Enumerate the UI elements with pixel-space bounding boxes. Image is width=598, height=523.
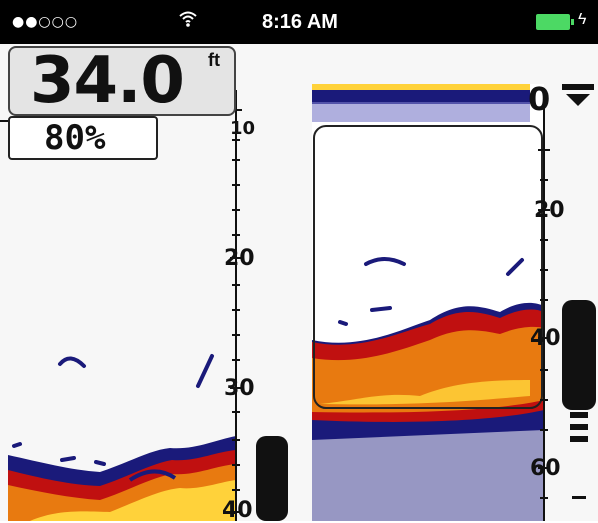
left-scale-label: 10 bbox=[230, 118, 256, 139]
zoom-scale-label: 20 bbox=[534, 198, 565, 223]
surface-marker-icon bbox=[562, 84, 594, 106]
left-fish-arches bbox=[12, 354, 214, 466]
depth-value: 34.0 bbox=[30, 44, 185, 118]
zoom-fish-arches bbox=[338, 257, 524, 326]
readout-connector bbox=[0, 120, 12, 122]
percent-value: 80% bbox=[44, 118, 106, 158]
cellular-signal-indicator: ●●○○○ bbox=[12, 14, 79, 30]
right-flasher-column bbox=[562, 300, 596, 499]
left-scale-label: 40 bbox=[222, 498, 253, 523]
left-scale-label: 30 bbox=[224, 376, 255, 401]
left-scale-label: 20 bbox=[224, 246, 255, 271]
right-depth-scale bbox=[538, 106, 550, 521]
zoom-scale-label: 0 bbox=[528, 80, 551, 118]
zoom-panel bbox=[312, 84, 544, 521]
left-flasher-column bbox=[256, 436, 288, 521]
status-time: 8:16 AM bbox=[262, 11, 338, 33]
left-depth-scale bbox=[230, 90, 242, 521]
percent-readout: 80% bbox=[8, 116, 158, 160]
depth-unit: ft bbox=[208, 50, 220, 70]
zoom-scale-label: 60 bbox=[530, 456, 561, 481]
wifi-icon bbox=[178, 9, 198, 34]
depth-readout: 34.0 ft bbox=[8, 44, 236, 118]
zoom-scale-label: 40 bbox=[530, 326, 561, 351]
status-bar: ●●○○○ 8:16 AM ϟ bbox=[0, 0, 598, 44]
battery-icon: ϟ bbox=[536, 12, 586, 30]
left-bottom-return bbox=[8, 436, 236, 521]
